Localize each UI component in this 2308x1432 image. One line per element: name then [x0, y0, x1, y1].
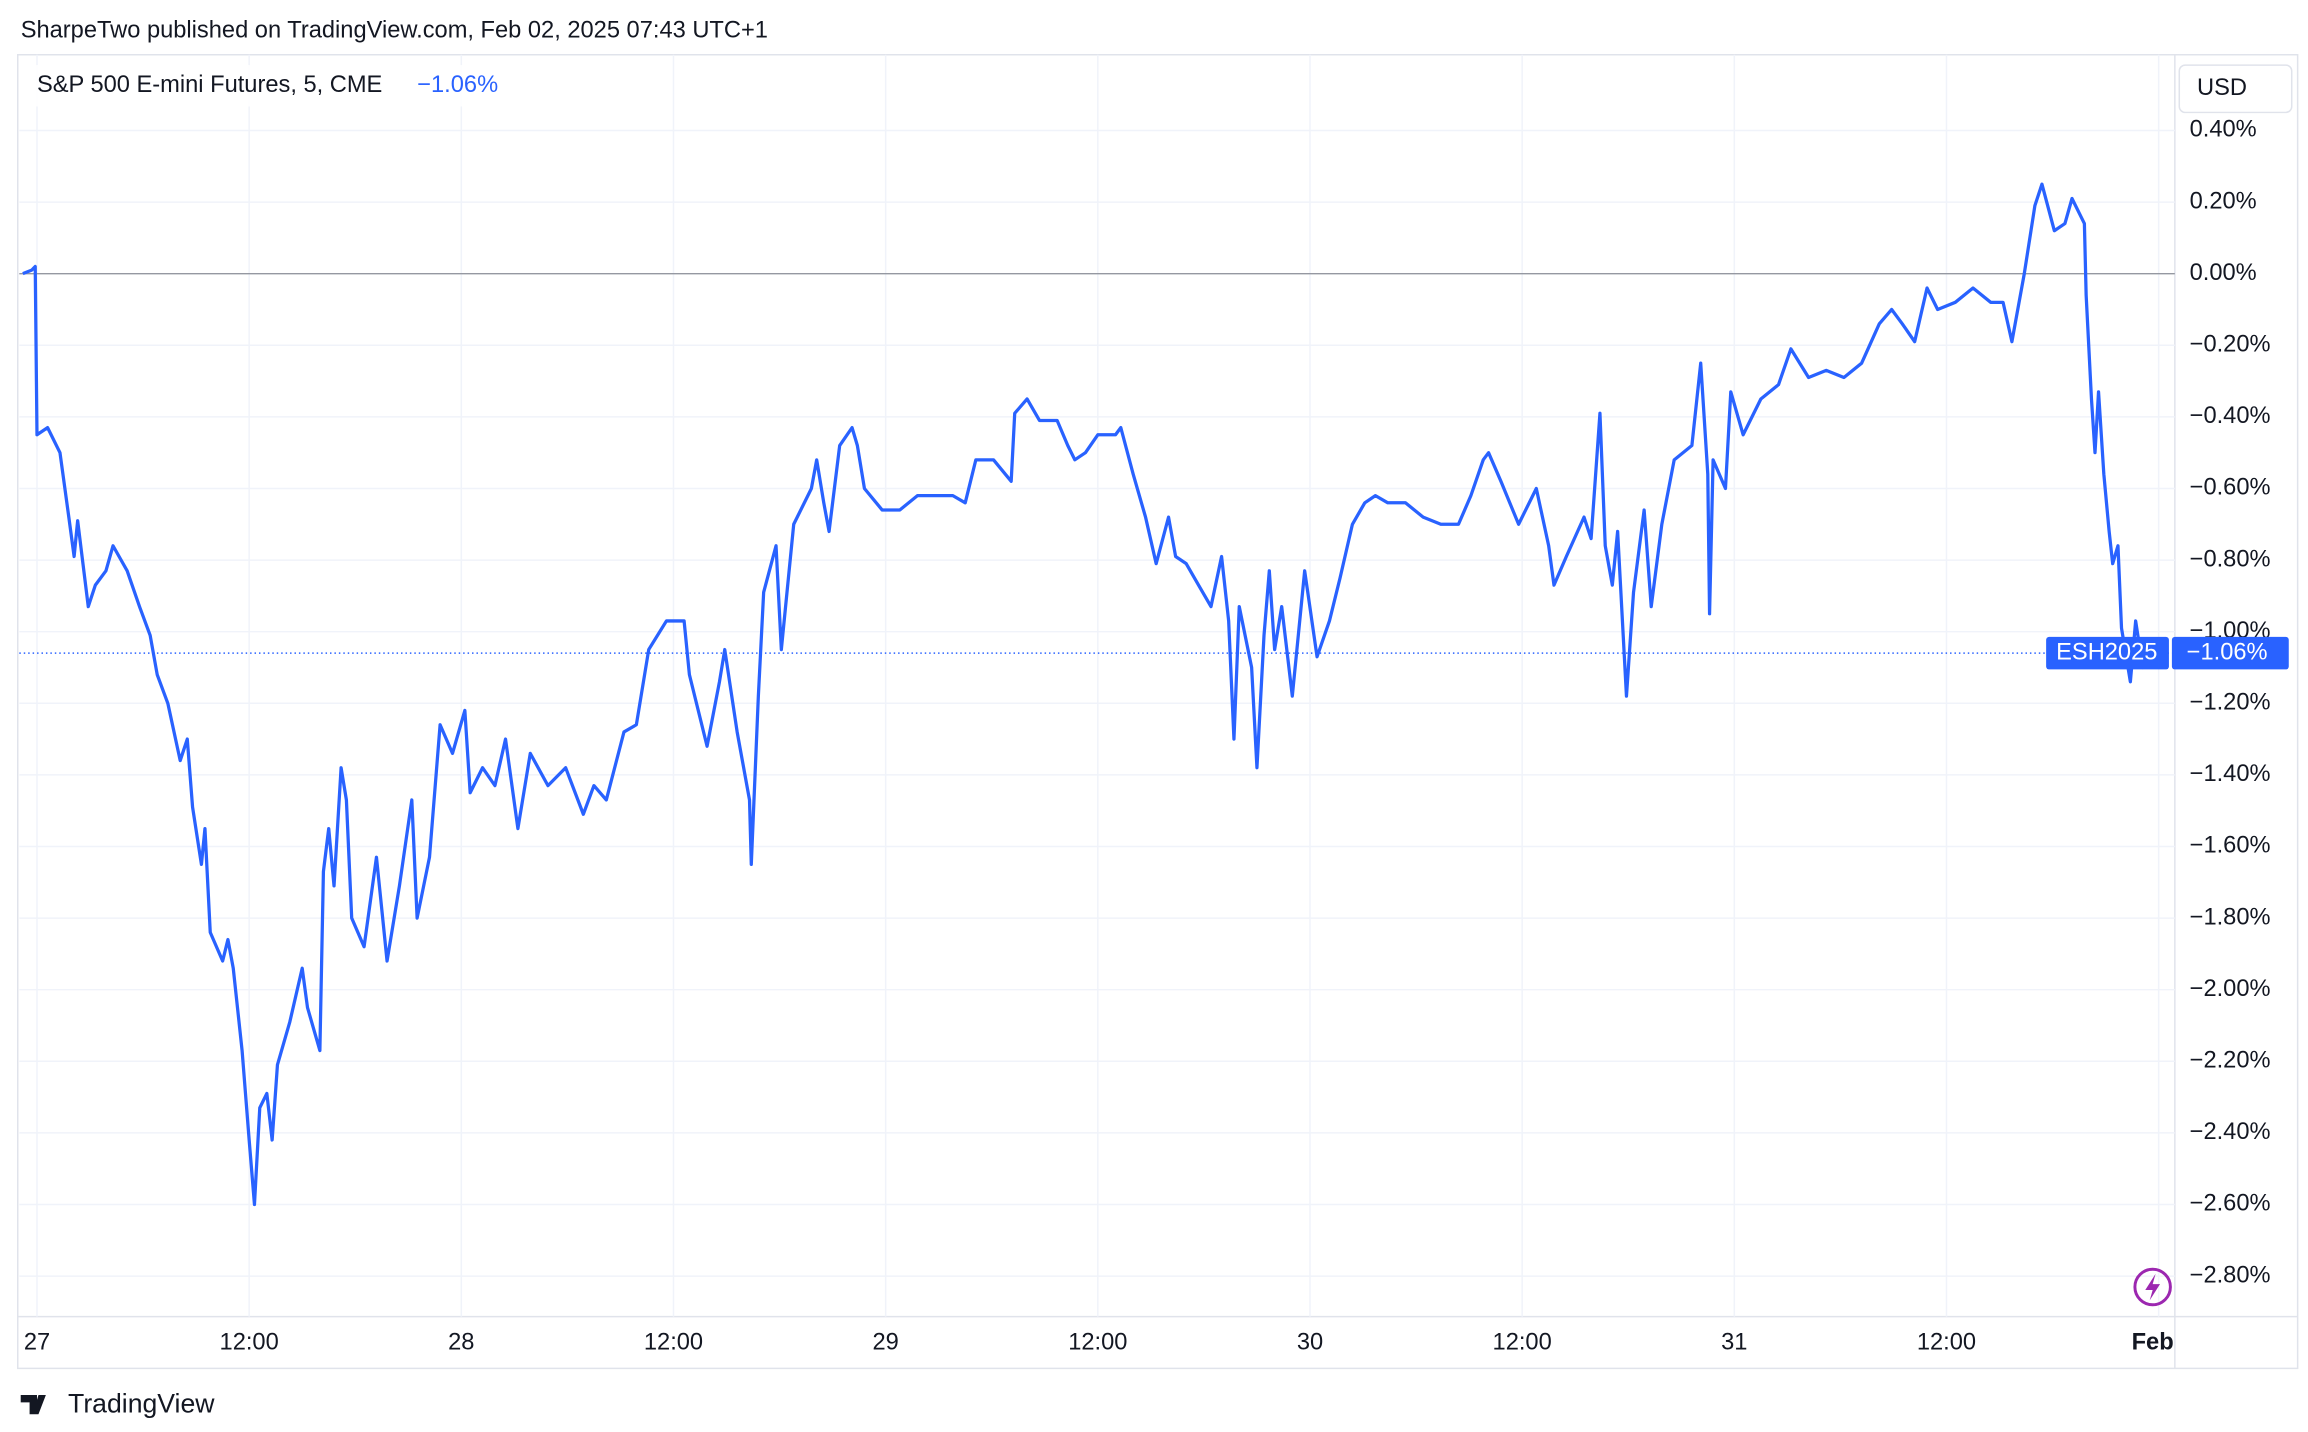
x-tick-label: 31 [1721, 1329, 1747, 1355]
y-tick-label: −1.20% [2190, 690, 2271, 716]
last-value-label: −1.06% [2187, 639, 2268, 665]
grid [19, 54, 2175, 1317]
x-tick-label: 12:00 [220, 1329, 279, 1355]
y-tick-label: −2.60% [2190, 1191, 2271, 1217]
y-tick-label: −1.40% [2190, 761, 2271, 787]
plot [19, 182, 2175, 1207]
symbol-badge-label: ESH2025 [2056, 639, 2157, 665]
footer-brand: TradingView [68, 1388, 215, 1418]
x-tick-label: 12:00 [1917, 1329, 1976, 1355]
x-tick-label: 27 [24, 1329, 50, 1355]
y-tick-label: −1.80% [2190, 904, 2271, 930]
x-tick-label: 12:00 [1068, 1329, 1127, 1355]
legend-bg [29, 65, 518, 107]
symbol-badge [2046, 636, 2169, 670]
x-tick-label: Feb [2132, 1329, 2174, 1355]
tradingview-logo [20, 1395, 46, 1415]
y-tick-label: −0.80% [2190, 546, 2271, 572]
last-value-badge [2171, 636, 2289, 670]
x-tick-label: 29 [872, 1329, 898, 1355]
currency: USD [2197, 75, 2247, 101]
y-tick-label: −2.80% [2190, 1262, 2271, 1288]
x-tick-label: 28 [448, 1329, 474, 1355]
legend-change: −1.06% [417, 72, 498, 98]
y-tick-label: 0.40% [2190, 117, 2257, 143]
y-tick-label: −0.20% [2190, 332, 2271, 358]
header-title: SharpeTwo published on TradingView.com, … [21, 17, 768, 43]
x-tick-label: 12:00 [1493, 1329, 1552, 1355]
legend-name: S&P 500 E-mini Futures, 5, CME [37, 72, 382, 98]
x-tick-label: 30 [1297, 1329, 1323, 1355]
price-line [22, 182, 2155, 1207]
y-tick-label: −1.60% [2190, 833, 2271, 859]
currency-box[interactable] [2178, 64, 2293, 114]
chart-frame [17, 53, 2299, 1370]
y-tick-label: 0.20% [2190, 188, 2257, 214]
x-tick-label: 12:00 [644, 1329, 703, 1355]
y-tick-label: −2.20% [2190, 1048, 2271, 1074]
y-tick-label: 0.00% [2190, 260, 2257, 286]
y-tick-label: −0.40% [2190, 403, 2271, 429]
y-tick-label: −2.40% [2190, 1119, 2271, 1145]
y-tick-label: −2.00% [2190, 976, 2271, 1002]
lightning-icon[interactable] [2133, 1267, 2172, 1307]
y-tick-label: −0.60% [2190, 475, 2271, 501]
